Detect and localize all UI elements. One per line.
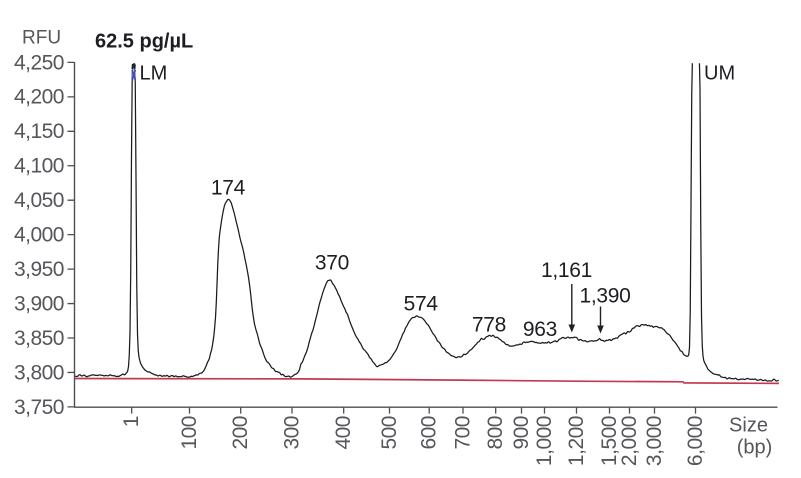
svg-text:4,250: 4,250 [14, 51, 64, 74]
svg-text:174: 174 [211, 176, 246, 199]
svg-text:1,500: 1,500 [598, 416, 621, 466]
svg-text:370: 370 [315, 251, 349, 274]
svg-text:4,100: 4,100 [14, 155, 64, 178]
svg-text:400: 400 [332, 416, 355, 450]
svg-text:900: 900 [510, 416, 533, 450]
svg-text:1,200: 1,200 [565, 416, 588, 466]
svg-text:963: 963 [523, 318, 557, 341]
svg-text:300: 300 [281, 416, 304, 450]
svg-text:3,000: 3,000 [643, 416, 666, 466]
svg-text:62.5 pg/µL: 62.5 pg/µL [95, 31, 193, 53]
svg-text:500: 500 [378, 416, 401, 450]
svg-text:Size: Size [729, 415, 768, 437]
svg-text:4,150: 4,150 [14, 120, 64, 143]
svg-text:3,800: 3,800 [14, 361, 64, 384]
svg-text:778: 778 [472, 314, 506, 337]
svg-text:LM: LM [140, 63, 168, 85]
svg-text:1,390: 1,390 [579, 285, 630, 308]
svg-text:4,000: 4,000 [14, 224, 64, 247]
svg-text:4,050: 4,050 [14, 189, 64, 212]
svg-text:UM: UM [704, 63, 735, 85]
svg-text:3,950: 3,950 [14, 258, 64, 281]
svg-text:1: 1 [120, 416, 143, 427]
svg-text:RFU: RFU [22, 28, 61, 49]
svg-text:3,900: 3,900 [14, 292, 64, 315]
svg-text:700: 700 [452, 416, 475, 450]
svg-text:100: 100 [178, 416, 201, 450]
svg-text:200: 200 [229, 416, 252, 450]
svg-text:3,750: 3,750 [14, 396, 64, 419]
svg-text:4,200: 4,200 [14, 86, 64, 109]
svg-text:3,850: 3,850 [14, 327, 64, 350]
svg-text:1,000: 1,000 [533, 416, 556, 466]
svg-text:1,161: 1,161 [541, 259, 592, 282]
svg-text:2,000: 2,000 [618, 416, 641, 466]
svg-text:(bp): (bp) [737, 437, 773, 459]
svg-text:574: 574 [404, 293, 439, 316]
svg-text:6,000: 6,000 [684, 416, 707, 466]
svg-text:800: 800 [484, 416, 507, 450]
svg-text:600: 600 [418, 416, 441, 450]
